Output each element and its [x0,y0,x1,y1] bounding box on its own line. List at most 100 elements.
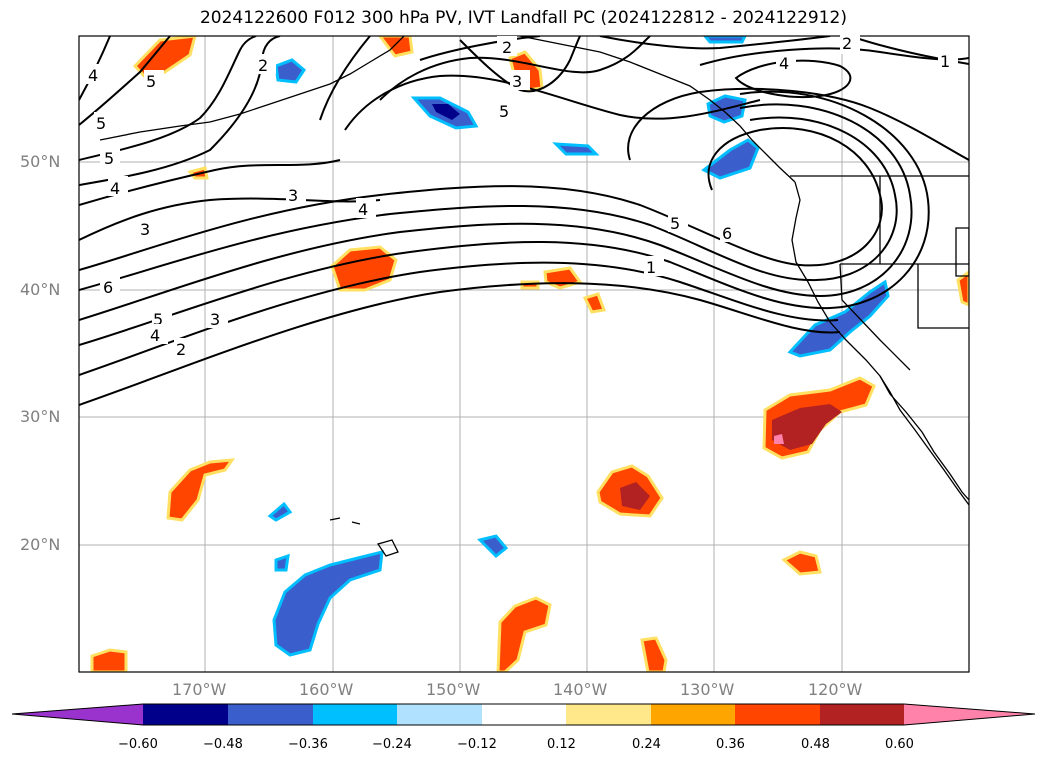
contour-label: 6 [103,278,113,297]
contour-line [79,36,171,126]
contour-line [319,36,371,121]
alaska-south-coast [519,36,796,183]
colorbar-tick: −0.12 [457,737,497,752]
contour-label: 5 [153,310,163,329]
contour-line [79,90,930,346]
contour-label: 5 [146,72,156,91]
lat-label-30n: 30°N [20,407,61,426]
positive-blob [582,292,607,314]
colorbar-bin [313,704,397,725]
colorbar-bin [397,704,482,725]
contour-line [79,282,841,406]
colorbar-outline [11,703,1036,726]
strong-negative-regions [432,104,460,120]
contour-line [79,36,281,186]
strong-positive-blob [774,434,784,444]
contour-label: 4 [358,200,368,219]
positive-blob [956,270,969,307]
baja-coast [879,375,969,501]
contour-labels: 2 5 4 5 4 3 6 5 4 2 3 3 4 5 1 3 5 6 2 [86,34,958,359]
north-america-coast [791,181,969,506]
us-border [840,227,969,329]
map-border [78,35,970,673]
coastlines [99,36,969,557]
colorbar-tick: 0.60 [885,737,914,752]
negative-blob [703,36,747,44]
contour-label: 5 [96,114,106,133]
contour-label: 2 [258,56,268,75]
colorbar-bin [651,704,735,725]
contour-label: 3 [210,310,220,329]
contour-line [379,36,651,101]
lon-label-150w: 150°W [426,680,481,699]
colorbar-tick: −0.48 [203,737,243,752]
negative-blob [272,550,384,657]
colorbar-bin [566,704,651,725]
negative-blob [552,142,600,156]
contour-label: 2 [502,38,512,57]
contour-line [79,116,898,291]
lat-label-50n: 50°N [20,152,61,171]
contour-line [599,36,831,50]
contour-label: 3 [512,72,522,91]
pv-contours [79,36,969,406]
contour-line [79,36,257,161]
positive-blob [781,550,822,576]
contour-line [79,127,883,271]
contour-label: 6 [722,224,732,243]
positive-blob [640,636,668,672]
lon-label-120w: 120°W [808,680,863,699]
colorbar-tick: −0.36 [288,737,328,752]
colorbar [11,703,1036,726]
positive-blob [166,458,236,522]
lon-label-140w: 140°W [553,680,608,699]
contour-label: 1 [646,258,656,277]
contour-label: 4 [150,326,160,345]
colorbar-bin [735,704,820,725]
colorbar-tick: −0.24 [372,737,412,752]
strong-positive-regions [620,404,842,510]
negative-blob [477,534,509,559]
colorbar-min-extend [12,704,143,725]
colorbar-max-extend [904,704,1035,725]
positive-blob [90,648,128,672]
colorbar-tick: 0.12 [547,737,576,752]
lon-label-170w: 170°W [172,680,227,699]
contour-label: 4 [779,54,789,73]
contour-label: 5 [499,102,509,121]
contour-line [627,87,969,161]
colorbar-tick: 0.24 [632,737,661,752]
positive-blob [496,596,552,672]
negative-blob [787,279,890,358]
contour-line [79,197,381,241]
colorbar-tick: 0.36 [716,737,745,752]
negative-blob [274,58,306,84]
contour-label: 2 [842,34,852,53]
strong-negative-blob [432,104,460,120]
map-title: 2024122600 F012 300 hPa PV, IVT Landfall… [199,8,847,28]
negative-blob [701,138,760,180]
colorbar-tick: 0.48 [801,737,830,752]
hawaii-islands [329,517,399,557]
contour-label: 5 [104,149,114,168]
contour-label: 3 [140,220,150,239]
colorbar-bin [820,704,904,725]
contour-label: 5 [670,214,680,233]
lon-label-160w: 160°W [299,680,354,699]
negative-anomaly-regions [267,36,890,657]
colorbar-tick: −0.60 [118,737,158,752]
map-area [79,36,969,672]
contour-label: 1 [940,52,950,71]
colorbar-bin [143,704,228,725]
contour-line [419,36,541,61]
colorbar-bin [228,704,313,725]
contour-line [79,103,913,321]
contour-label: 4 [110,179,120,198]
contour-line [459,36,581,93]
lat-label-40n: 40°N [20,280,61,299]
lat-label-20n: 20°N [20,535,61,554]
alaska-coast [99,36,405,141]
contour-label: 3 [288,186,298,205]
colorbar-bin [482,704,566,725]
